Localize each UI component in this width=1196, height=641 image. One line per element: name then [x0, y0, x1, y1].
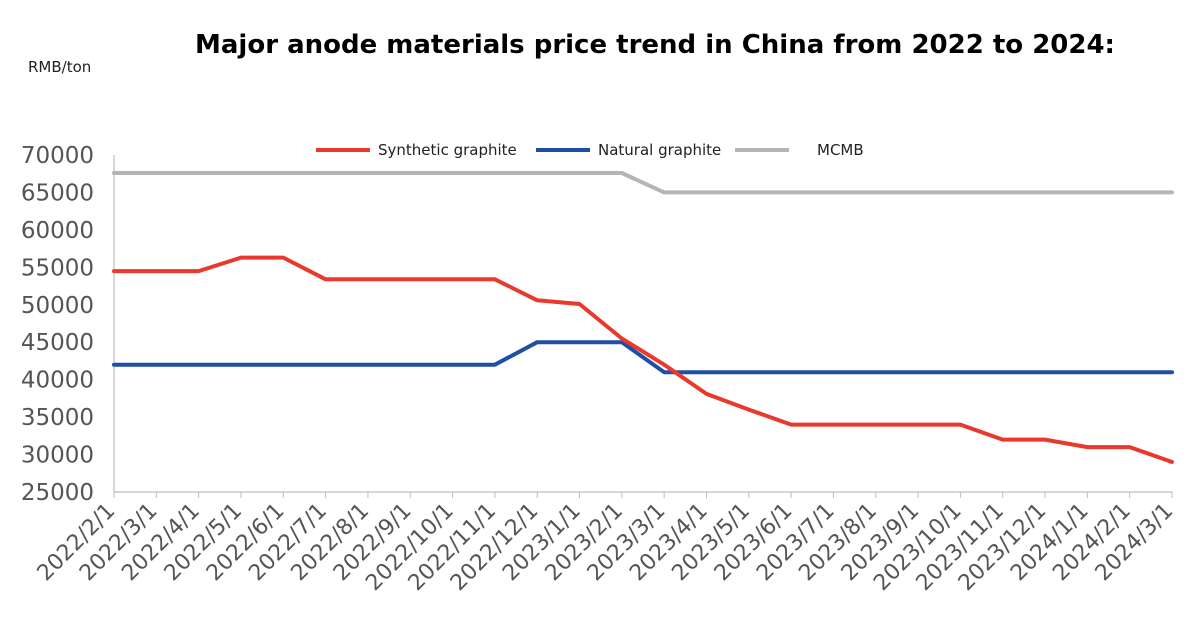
chart-title: Major anode materials price trend in Chi… — [195, 30, 1115, 60]
y-tick-label: 30000 — [21, 443, 94, 469]
y-tick-label: 70000 — [21, 143, 94, 169]
y-tick-label: 65000 — [21, 180, 94, 206]
y-tick-label: 55000 — [21, 255, 94, 281]
y-tick-label: 50000 — [21, 293, 94, 319]
y-tick-label: 45000 — [21, 330, 94, 356]
series-line-natural-graphite — [112, 340, 1174, 375]
y-tick-label: 35000 — [21, 405, 94, 431]
legend-label: MCMB — [817, 141, 864, 159]
y-axis-ticks: 70000 65000 60000 55000 50000 45000 40000 35000… — [21, 143, 94, 506]
series-line-synthetic-graphite — [112, 255, 1174, 464]
y-tick-label: 40000 — [21, 368, 94, 394]
legend-label: Natural graphite — [598, 141, 721, 159]
legend: Synthetic graphite Natural graphite MCMB — [316, 141, 864, 159]
series-layer — [112, 171, 1174, 464]
y-axis-unit-label: RMB/ton — [28, 58, 91, 76]
legend-label: Synthetic graphite — [378, 141, 517, 159]
y-tick-label: 60000 — [21, 218, 94, 244]
y-tick-label: 25000 — [21, 480, 94, 506]
x-axis: 2022/2/12022/3/12022/4/12022/5/12022/6/1… — [33, 155, 1178, 596]
series-line-mcmb — [112, 171, 1174, 195]
